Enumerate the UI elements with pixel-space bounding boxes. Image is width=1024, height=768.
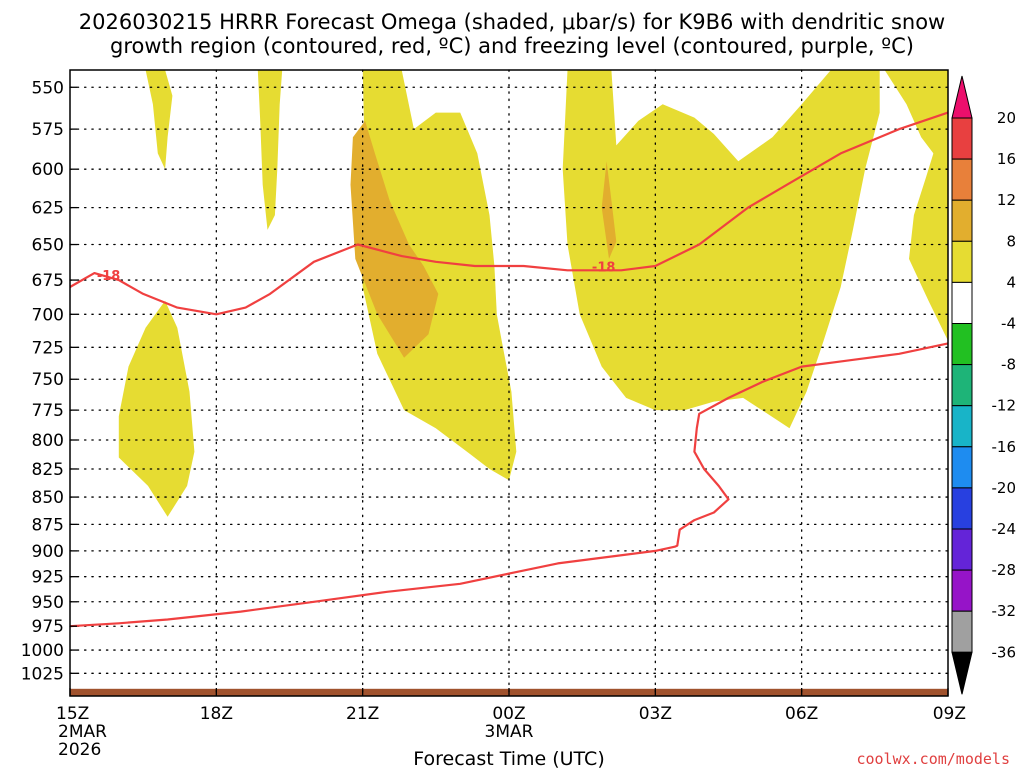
x-tick-label-03Z: 03Z (639, 704, 672, 724)
y-tick-label-875: 875 (32, 515, 64, 535)
colorbar-label--28: -28 (992, 561, 1017, 579)
x-axis-label: Forecast Time (UTC) (413, 748, 604, 768)
y-tick-label-700: 700 (32, 305, 64, 325)
y-tick-label-725: 725 (32, 338, 64, 358)
colorbar-label--20: -20 (992, 479, 1017, 497)
colorbar-band--24 (951, 487, 973, 530)
contour-freezing-level (69, 342, 949, 628)
colorbar-band--16 (951, 405, 973, 448)
x-tick-label-06Z: 06Z (785, 704, 818, 724)
y-tick-label-775: 775 (32, 401, 64, 421)
colorbar-band--8 (951, 323, 973, 366)
x-tick-date-00Z: 3MAR (485, 722, 534, 742)
y-tick-label-600: 600 (32, 160, 64, 180)
y-tick-label-850: 850 (32, 488, 64, 508)
y-tick-label-675: 675 (32, 271, 64, 291)
colorbar-label--8: -8 (1001, 356, 1016, 374)
colorbar-band-16 (951, 117, 973, 160)
x-tick-label-09Z: 09Z (933, 704, 966, 724)
colorbar-label--32: -32 (992, 602, 1017, 620)
colorbar-band--20 (951, 446, 973, 489)
omega-region-b (257, 70, 283, 230)
colorbar-label--12: -12 (992, 397, 1017, 415)
y-tick-label-1000: 1000 (21, 641, 64, 661)
y-tick-label-575: 575 (32, 120, 64, 140)
y-tick-label-625: 625 (32, 199, 64, 219)
omega-region-a (145, 70, 173, 170)
contours: -18 -18 (69, 111, 949, 628)
watermark: coolwx.com/models (856, 750, 1010, 768)
x-tick-label-15Z: 15Z (56, 704, 89, 724)
y-axis: 550 575 600 625 650 675 700 725 750 775 800 825 850 8… (21, 78, 77, 684)
y-tick-label-1025: 1025 (21, 664, 64, 684)
omega-region-c (360, 70, 517, 481)
omega-region-d (562, 70, 880, 429)
colorbar: 20 16 12 8 4 -4 -8 -12 -16 -20 -24 -28 -32 -36 (951, 75, 1017, 695)
colorbar-band-12 (951, 158, 973, 201)
y-tick-label-925: 925 (32, 568, 64, 588)
colorbar-label-20: 20 (997, 109, 1016, 127)
x-tick-label-18Z: 18Z (200, 704, 233, 724)
x-tick-date-15Z: 2MAR (58, 722, 107, 742)
y-tick-label-750: 750 (32, 370, 64, 390)
y-tick-label-900: 900 (32, 542, 64, 562)
omega-region-g (118, 300, 195, 517)
contour-dendritic-18C (69, 111, 949, 316)
y-tick-label-650: 650 (32, 236, 64, 256)
contour-label-dendritic-18C-0: -18 (97, 269, 121, 284)
y-tick-label-800: 800 (32, 431, 64, 451)
colorbar-band--4 (951, 281, 973, 324)
colorbar-label-8: 8 (1006, 232, 1016, 250)
chart-title-line-2: growth region (contoured, red, ºC) and f… (110, 34, 914, 58)
omega-core-c (350, 120, 439, 358)
x-tick-label-00Z: 00Z (492, 704, 525, 724)
colorbar-band-bottom (951, 651, 973, 695)
omega-region-f (926, 70, 941, 170)
colorbar-label-16: 16 (997, 150, 1016, 168)
colorbar-band-8 (951, 199, 973, 242)
colorbar-band--32 (951, 569, 973, 612)
y-tick-label-975: 975 (32, 617, 64, 637)
colorbar-label-12: 12 (997, 191, 1016, 209)
colorbar-label--4: -4 (1001, 315, 1016, 333)
colorbar-label--16: -16 (992, 438, 1017, 456)
colorbar-band--28 (951, 528, 973, 571)
colorbar-band-top (951, 75, 973, 119)
colorbar-band--12 (951, 364, 973, 407)
chart-title-line-1: 2026030215 HRRR Forecast Omega (shaded, … (79, 10, 945, 34)
colorbar-band--36 (951, 610, 973, 653)
x-tick-year-15Z: 2026 (58, 740, 101, 760)
y-tick-label-950: 950 (32, 593, 64, 613)
colorbar-band-4 (951, 240, 973, 283)
omega-shading (118, 70, 948, 517)
contour-label-dendritic-18C-1: -18 (592, 260, 616, 275)
colorbar-label--24: -24 (992, 520, 1017, 538)
y-tick-label-825: 825 (32, 460, 64, 480)
x-tick-label-21Z: 21Z (346, 704, 379, 724)
y-tick-label-550: 550 (32, 78, 64, 98)
colorbar-label--36: -36 (992, 643, 1017, 661)
colorbar-label-4: 4 (1006, 273, 1016, 291)
omega-core-d (601, 161, 617, 259)
